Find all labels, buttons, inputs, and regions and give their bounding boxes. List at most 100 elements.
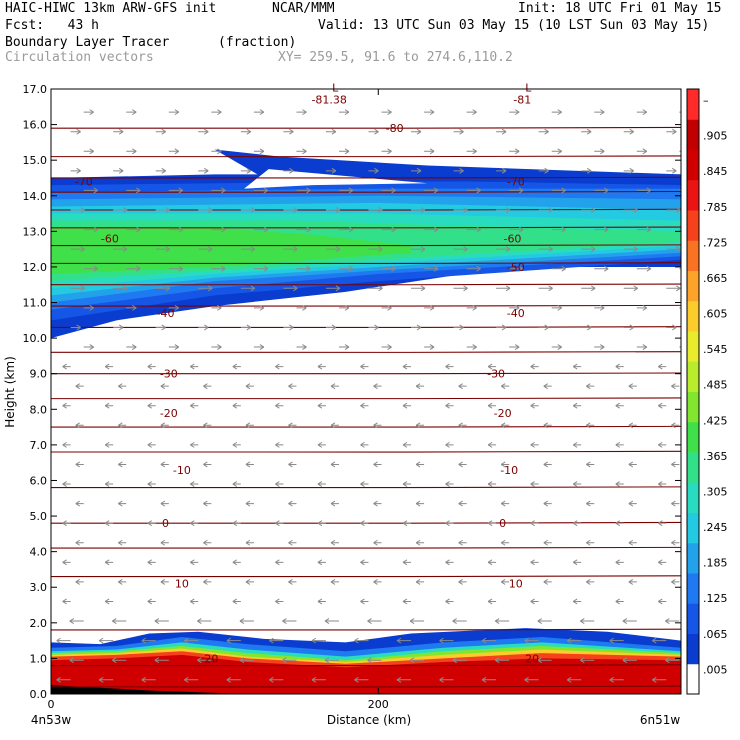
circulation-vector-52 — [367, 618, 382, 624]
circulation-vector-243 — [190, 363, 199, 370]
colorbar-label-7: .425 — [703, 414, 728, 427]
circulation-vector-277 — [368, 324, 379, 331]
colorbar-label-8: .485 — [703, 379, 728, 392]
circulation-vector-113 — [415, 539, 425, 546]
circulation-vector-108 — [203, 539, 212, 546]
contour-label-12: -20 — [160, 407, 178, 420]
circulation-vector-134 — [658, 520, 667, 527]
circulation-vector-415 — [509, 148, 520, 155]
y-tick-label-1: 1.0 — [30, 652, 48, 665]
circulation-vector-444 — [466, 109, 477, 116]
circulation-vector-202 — [373, 422, 382, 429]
circulation-vector-254 — [658, 363, 667, 370]
circulation-vector-250 — [487, 363, 497, 370]
circulation-vector-191 — [530, 441, 539, 448]
circulation-vector-337 — [368, 246, 383, 253]
circulation-vector-403 — [623, 167, 634, 174]
circulation-vector-111 — [330, 539, 339, 546]
y-tick-label-9: 9.0 — [30, 368, 48, 381]
circulation-vector-363 — [198, 207, 213, 213]
circulation-vector-428 — [411, 128, 422, 135]
terrain — [51, 685, 248, 694]
circulation-vector-28 — [622, 657, 637, 664]
circulation-vector-333 — [198, 246, 213, 253]
circulation-vector-116 — [543, 539, 552, 546]
circulation-vector-92 — [147, 559, 156, 566]
circulation-vector-259 — [253, 344, 265, 350]
circulation-vector-201 — [330, 422, 339, 429]
circulation-vector-102 — [572, 559, 582, 566]
y-axis: 0.0 1.0 2.0 3.0 4.0 5.0 6.0 7.0 8.0 9.0 10.0 11.0 12… — [23, 83, 681, 701]
colorbar-label-11: .665 — [703, 272, 728, 285]
circulation-vector-97 — [360, 559, 369, 566]
circulation-vector-66 — [317, 598, 326, 605]
circulation-vector-140 — [288, 500, 297, 507]
colorbar-swatch-1 — [687, 633, 699, 665]
circulation-vector-332 — [155, 246, 170, 253]
circulation-vector-445 — [509, 109, 520, 116]
circulation-vector-160 — [487, 481, 497, 487]
colorbar-label-2: .125 — [703, 592, 728, 605]
circulation-vector-120 — [62, 520, 71, 527]
circulation-vector-439 — [253, 109, 265, 116]
circulation-vector-233 — [415, 383, 425, 390]
circulation-vector-184 — [232, 441, 241, 448]
circulation-vector-323 — [424, 265, 439, 272]
circulation-vector-336 — [325, 246, 341, 253]
circulation-vector-67 — [360, 598, 369, 605]
circulation-vector-50 — [282, 618, 297, 624]
circulation-vector-210 — [62, 402, 71, 409]
circulation-vector-147 — [586, 500, 595, 507]
circulation-vector-353 — [424, 226, 439, 233]
circulation-vector-205 — [500, 422, 510, 429]
colorbar-swatch-12 — [687, 300, 699, 332]
colorbar-swatch-17 — [687, 149, 699, 181]
circulation-vector-192 — [572, 441, 582, 448]
circulation-vector-441 — [339, 109, 350, 116]
circulation-vector-3 — [184, 676, 199, 683]
circulation-vector-119 — [671, 539, 680, 546]
header-valid: Valid: 13 UTC Sun 03 May 15 (10 LST Sun … — [318, 18, 710, 33]
circulation-vector-405 — [83, 148, 94, 155]
temperature-contour-19 — [51, 190, 681, 193]
y-tick-label-17: 17.0 — [23, 83, 48, 96]
circulation-vector-15 — [69, 657, 84, 664]
contour-label-6: -60 — [503, 232, 521, 245]
circulation-vector-384 — [466, 187, 481, 194]
circulation-vector-361 — [113, 207, 128, 213]
circulation-vector-71 — [530, 598, 539, 605]
circulation-vector-398 — [411, 167, 422, 174]
circulation-vector-48 — [197, 618, 212, 624]
circulation-vector-161 — [530, 481, 539, 487]
temperature-contour-3 — [51, 575, 681, 578]
colorbar-label-12: .725 — [703, 236, 728, 249]
circulation-vector-11 — [524, 676, 539, 683]
circulation-vector-121 — [104, 520, 114, 527]
circulation-vector-396 — [325, 167, 337, 174]
circulation-vector-274 — [240, 324, 252, 331]
circulation-vector-355 — [509, 226, 524, 233]
colorbar-swatch-8 — [687, 421, 699, 453]
circulation-vector-132 — [572, 520, 582, 527]
header-xy: XY= 259.5, 91.6 to 274.6,110.2 — [278, 50, 513, 65]
circulation-vector-217 — [360, 402, 369, 409]
colorbar-label-3: .185 — [703, 557, 728, 570]
circulation-vector-343 — [623, 246, 638, 253]
circulation-vector-397 — [368, 167, 379, 174]
circulation-vector-248 — [402, 363, 411, 370]
circulation-vector-289 — [253, 304, 265, 311]
circulation-vector-69 — [445, 598, 454, 605]
plot-frame — [50, 88, 682, 695]
y-tick-label-11: 11.0 — [23, 297, 48, 310]
circulation-vector-280 — [496, 324, 507, 331]
circulation-vector-327 — [594, 265, 609, 272]
circulation-vector-423 — [198, 128, 209, 135]
circulation-vector-159 — [445, 481, 454, 487]
circulation-vector-364 — [240, 207, 256, 213]
circulation-vector-278 — [411, 324, 422, 331]
circulation-vector-270 — [70, 324, 81, 331]
y-tick-label-5: 5.0 — [30, 510, 48, 523]
circulation-vector-251 — [530, 363, 539, 370]
temperature-contour-22 — [51, 126, 681, 129]
circulation-vector-236 — [543, 383, 552, 390]
